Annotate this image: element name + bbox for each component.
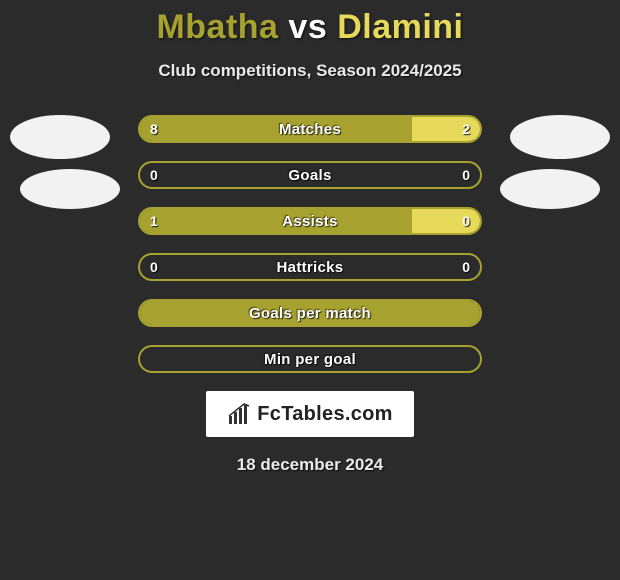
player2-name: Dlamini: [337, 8, 463, 46]
row-label: Matches: [140, 117, 480, 141]
row-label: Hattricks: [140, 255, 480, 279]
row-value-left: 0: [150, 255, 158, 279]
player2-avatar2-icon: [500, 169, 600, 209]
comparison-row: Goals per match: [138, 299, 482, 327]
row-label: Min per goal: [140, 347, 480, 371]
player1-avatar2-icon: [20, 169, 120, 209]
comparison-chart: Matches82Goals00Assists10Hattricks00Goal…: [0, 115, 620, 373]
row-value-right: 0: [462, 209, 470, 233]
row-label: Assists: [140, 209, 480, 233]
row-value-right: 2: [462, 117, 470, 141]
fctables-logo-icon: [227, 402, 251, 426]
comparison-row: Assists1 0: [138, 207, 482, 235]
player2-avatar-icon: [510, 115, 610, 159]
row-value-left: 8: [150, 117, 158, 141]
date-label: 18 december 2024: [0, 455, 620, 475]
row-value-right: 0: [462, 163, 470, 187]
infographic-root: Mbatha vs Dlamini Club competitions, Sea…: [0, 0, 620, 580]
comparison-row: Hattricks0 0: [138, 253, 482, 281]
row-value-right: 0: [462, 255, 470, 279]
player1-name: Mbatha: [156, 8, 278, 46]
title-vs: vs: [288, 8, 327, 46]
row-value-left: 0: [150, 163, 158, 187]
comparison-rows: Matches82Goals00Assists10Hattricks00Goal…: [138, 115, 482, 373]
subtitle: Club competitions, Season 2024/2025: [0, 61, 620, 81]
comparison-row: Matches8 2: [138, 115, 482, 143]
comparison-row: Min per goal: [138, 345, 482, 373]
row-value-left: 1: [150, 209, 158, 233]
row-label: Goals: [140, 163, 480, 187]
row-label: Goals per match: [140, 301, 480, 325]
brand-text: FcTables.com: [257, 403, 393, 426]
brand-badge: FcTables.com: [206, 391, 414, 437]
page-title: Mbatha vs Dlamini: [0, 8, 620, 47]
player1-avatar-icon: [10, 115, 110, 159]
comparison-row: Goals0 0: [138, 161, 482, 189]
